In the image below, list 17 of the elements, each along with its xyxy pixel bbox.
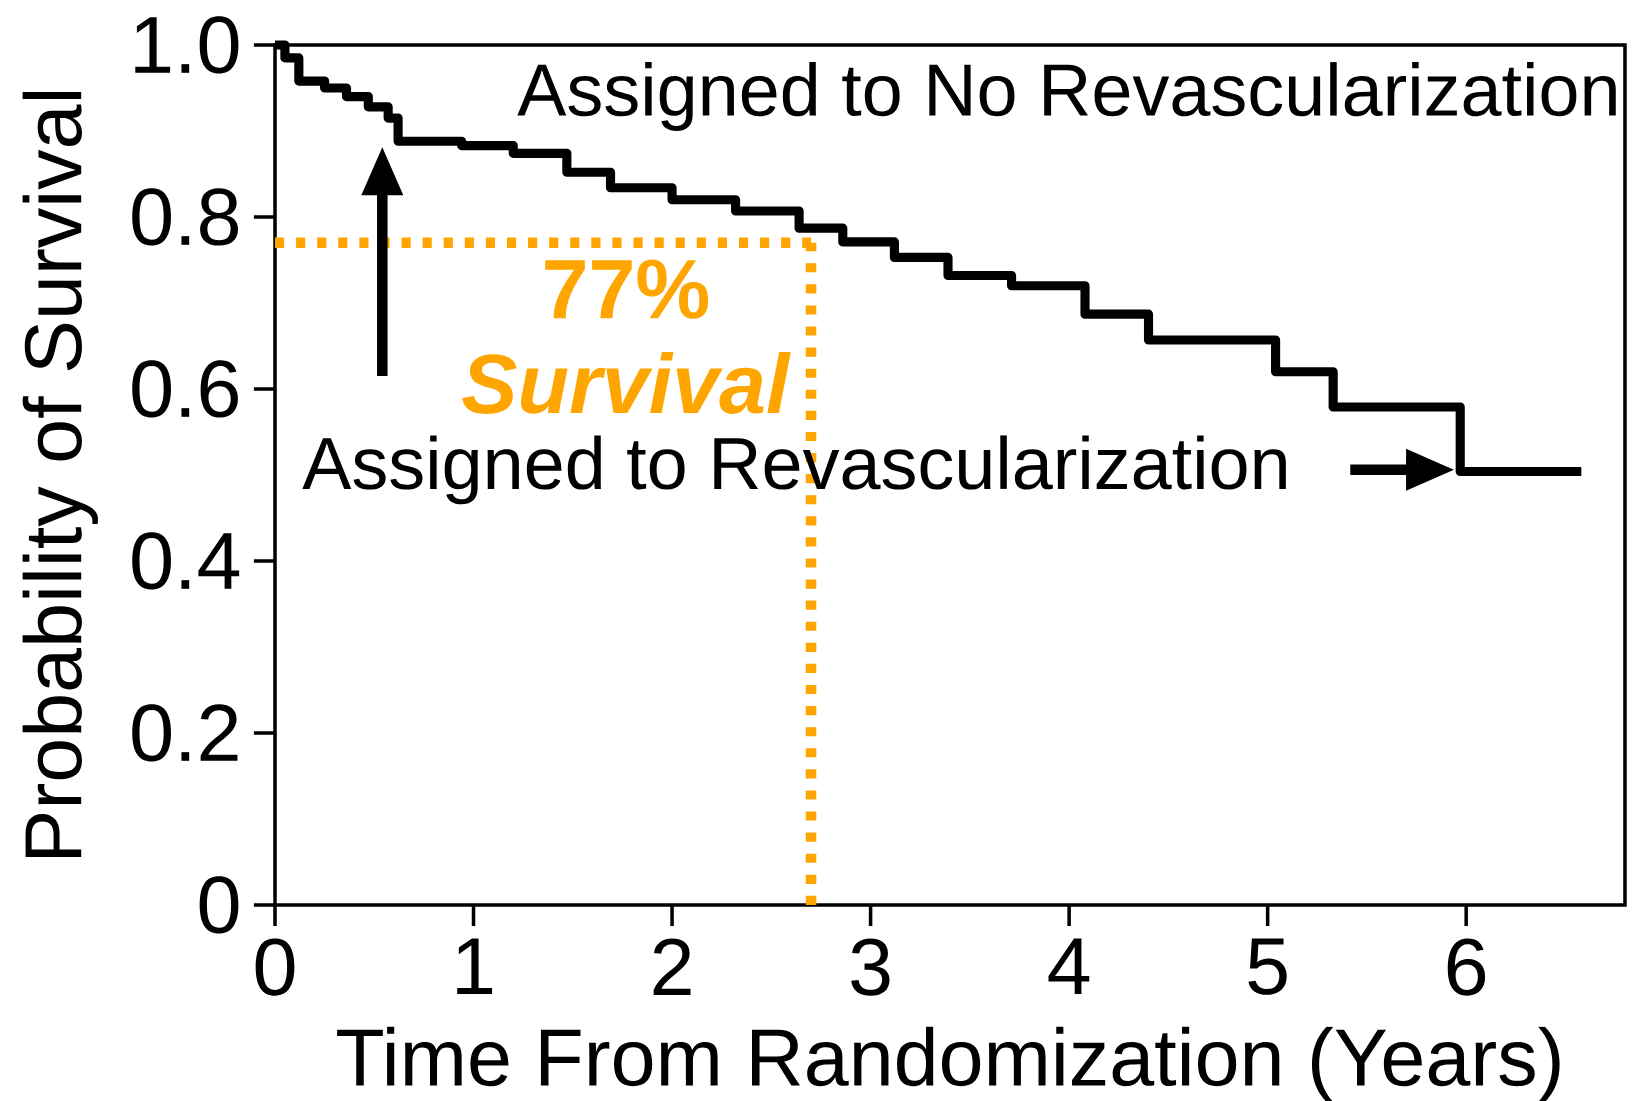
annotation: 77% Survival	[462, 259, 791, 414]
x-tick-label: 2	[653, 938, 691, 995]
annotation: Assigned to No Revascularization	[517, 62, 1616, 131]
y-tick-label: 0.6	[132, 360, 238, 418]
annotation: Assigned to Revascularization	[302, 435, 1286, 505]
x-tick-label: 5	[1248, 938, 1287, 995]
x-tick-label: 1	[457, 938, 493, 995]
y-tick-label: 1.0	[135, 16, 239, 74]
x-tick-label: 6	[1447, 938, 1486, 996]
y-tick-label: 0	[199, 876, 239, 934]
y-axis-title: Probability of Survival	[22, 91, 98, 857]
y-tick-label: 0.8	[132, 188, 238, 246]
x-tick-label: 0	[255, 938, 295, 996]
x-tick-label: 4	[1048, 938, 1090, 995]
y-tick-label: 0.2	[132, 704, 238, 762]
x-tick-label: 3	[851, 938, 890, 996]
y-tick-label: 0.4	[132, 532, 240, 590]
